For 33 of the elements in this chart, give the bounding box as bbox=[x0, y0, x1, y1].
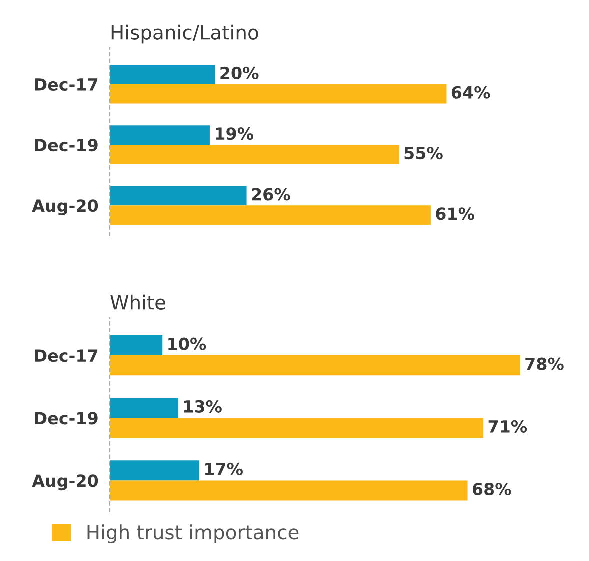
y-tick-label: Aug-20 bbox=[32, 200, 98, 216]
data-label: 64% bbox=[452, 86, 490, 99]
data-label: 19% bbox=[216, 128, 254, 140]
chart-title: White bbox=[110, 294, 166, 310]
data-label: 10% bbox=[168, 338, 206, 350]
data-label: 68% bbox=[472, 482, 512, 496]
data-label: 17% bbox=[205, 462, 243, 476]
data-label: 71% bbox=[488, 420, 528, 433]
bar bbox=[110, 206, 431, 226]
data-label: 26% bbox=[252, 188, 290, 201]
bar bbox=[110, 64, 216, 84]
bar bbox=[110, 336, 163, 356]
chart-title: Hispanic/Latino bbox=[112, 24, 258, 44]
y-tick-label: Dec-17 bbox=[35, 350, 98, 362]
bar bbox=[110, 418, 484, 438]
bar bbox=[110, 126, 210, 146]
y-tick-label: Dec-17 bbox=[35, 78, 98, 91]
data-label: 78% bbox=[526, 358, 564, 370]
bar bbox=[110, 460, 200, 481]
bar bbox=[110, 186, 247, 206]
bar bbox=[110, 398, 178, 418]
y-tick-label: Dec-19 bbox=[35, 412, 98, 425]
bar bbox=[110, 480, 468, 501]
data-label: 55% bbox=[404, 146, 443, 160]
bar bbox=[110, 356, 520, 376]
bar bbox=[110, 84, 447, 104]
y-tick-label: Dec-19 bbox=[35, 139, 98, 152]
legend-label: High trust importance bbox=[88, 524, 299, 544]
data-label: 20% bbox=[220, 66, 259, 80]
data-label: 13% bbox=[184, 400, 222, 413]
data-label: 61% bbox=[436, 208, 474, 220]
y-tick-label: Aug-20 bbox=[32, 474, 98, 491]
bar bbox=[110, 145, 400, 164]
